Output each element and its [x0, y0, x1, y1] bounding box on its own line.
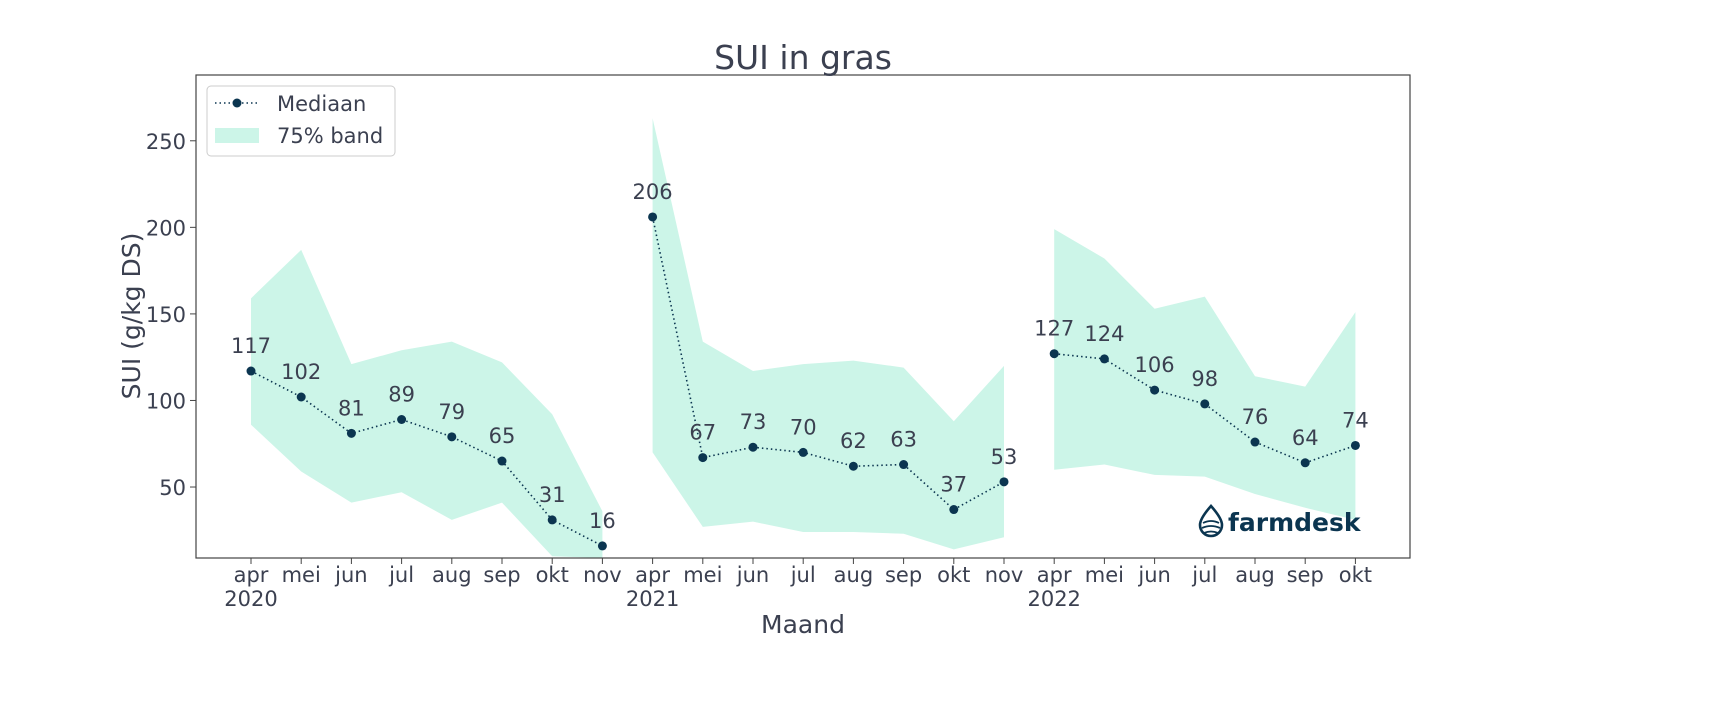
median-point — [648, 212, 658, 222]
x-tick-label: nov — [985, 563, 1024, 587]
logo-text: farmdesk — [1228, 508, 1362, 537]
band-2021 — [652, 118, 1004, 550]
median-point — [1099, 354, 1109, 364]
x-axis: apr mei jun jul aug sep okt nov apr mei jun jul aug s… — [224, 558, 1372, 611]
y-axis-label: SUI (g/kg DS) — [117, 233, 146, 400]
x-tick-label: jul — [790, 563, 816, 587]
median-point — [547, 515, 557, 525]
data-label: 64 — [1292, 426, 1319, 450]
data-label: 65 — [489, 424, 516, 448]
legend-median-marker — [232, 98, 242, 108]
median-point — [1250, 437, 1260, 447]
band-2020 — [251, 249, 603, 558]
data-label: 37 — [940, 473, 967, 497]
median-point — [999, 477, 1009, 487]
median-point — [1350, 440, 1360, 450]
y-tick-label: 100 — [146, 389, 186, 413]
median-point — [949, 505, 959, 515]
median-point — [1200, 399, 1210, 409]
legend: Mediaan 75% band — [206, 85, 396, 157]
y-tick-label: 200 — [146, 216, 186, 240]
bands — [251, 118, 1356, 558]
x-tick-label: sep — [1287, 563, 1324, 587]
data-label: 63 — [890, 428, 917, 452]
data-label: 16 — [589, 509, 616, 533]
median-point — [1150, 385, 1160, 395]
x-tick-label: apr — [234, 563, 269, 587]
data-label: 117 — [231, 334, 271, 358]
chart-title: SUI in gras — [714, 38, 892, 77]
x-tick-label: jun — [1137, 563, 1170, 587]
x-tick-label: nov — [583, 563, 622, 587]
y-tick-label: 250 — [146, 130, 186, 154]
y-axis: 50 100 150 200 250 — [146, 130, 196, 500]
x-tick-label: jun — [736, 563, 769, 587]
median-point — [1300, 458, 1310, 468]
median-point — [346, 428, 356, 438]
median-point — [748, 442, 758, 452]
median-point — [798, 447, 808, 457]
data-label: 76 — [1242, 405, 1269, 429]
x-tick-label: okt — [1339, 563, 1372, 587]
x-tick-label: okt — [536, 563, 569, 587]
x-tick-label: jun — [334, 563, 367, 587]
x-tick-label: jul — [388, 563, 414, 587]
median-point — [1049, 349, 1059, 359]
farmdesk-logo: farmdesk — [1198, 504, 1362, 538]
data-label: 79 — [438, 400, 465, 424]
y-tick-label: 50 — [159, 476, 186, 500]
x-tick-label: apr — [635, 563, 670, 587]
x-tick-label: jul — [1191, 563, 1217, 587]
data-labels: 117 102 81 89 79 65 31 16 206 67 73 70 62 63 37 53 127 12… — [231, 180, 1369, 533]
median-point — [447, 432, 457, 442]
data-label: 81 — [338, 396, 365, 420]
drop-icon — [1198, 504, 1224, 538]
median-point — [497, 456, 507, 466]
median-point — [848, 461, 858, 471]
legend-median-label: Mediaan — [277, 92, 366, 116]
median-point — [698, 453, 708, 463]
median-lines — [246, 212, 1360, 551]
x-tick-label: mei — [683, 563, 722, 587]
data-label: 206 — [633, 180, 673, 204]
data-label: 106 — [1135, 353, 1175, 377]
data-label: 127 — [1034, 317, 1074, 341]
x-tick-label: okt — [937, 563, 970, 587]
x-tick-label: aug — [834, 563, 874, 587]
legend-band-swatch — [215, 128, 259, 143]
band-2022 — [1054, 229, 1356, 520]
data-label: 70 — [790, 415, 817, 439]
x-tick-label: mei — [282, 563, 321, 587]
x-year-label: 2020 — [224, 587, 277, 611]
median-line-2021 — [651, 216, 1005, 511]
data-label: 31 — [539, 483, 566, 507]
y-tick-label: 150 — [146, 303, 186, 327]
data-label: 102 — [281, 360, 321, 384]
median-point — [296, 392, 306, 402]
x-axis-label: Maand — [761, 610, 845, 639]
data-label: 62 — [840, 429, 867, 453]
x-tick-label: aug — [1235, 563, 1275, 587]
x-tick-label: aug — [432, 563, 472, 587]
data-label: 73 — [740, 410, 767, 434]
data-label: 74 — [1342, 408, 1369, 432]
legend-band-label: 75% band — [277, 124, 383, 148]
x-tick-label: sep — [885, 563, 922, 587]
data-label: 53 — [991, 445, 1018, 469]
median-point — [246, 366, 256, 376]
x-tick-label: apr — [1037, 563, 1072, 587]
median-point — [899, 460, 909, 470]
median-point — [597, 541, 607, 551]
median-point — [397, 415, 407, 425]
x-tick-label: mei — [1085, 563, 1124, 587]
x-year-label: 2021 — [626, 587, 679, 611]
x-tick-label: sep — [483, 563, 520, 587]
data-label: 124 — [1084, 322, 1124, 346]
x-year-label: 2022 — [1027, 587, 1080, 611]
data-label: 67 — [689, 421, 716, 445]
data-label: 89 — [388, 383, 415, 407]
data-label: 98 — [1191, 367, 1218, 391]
